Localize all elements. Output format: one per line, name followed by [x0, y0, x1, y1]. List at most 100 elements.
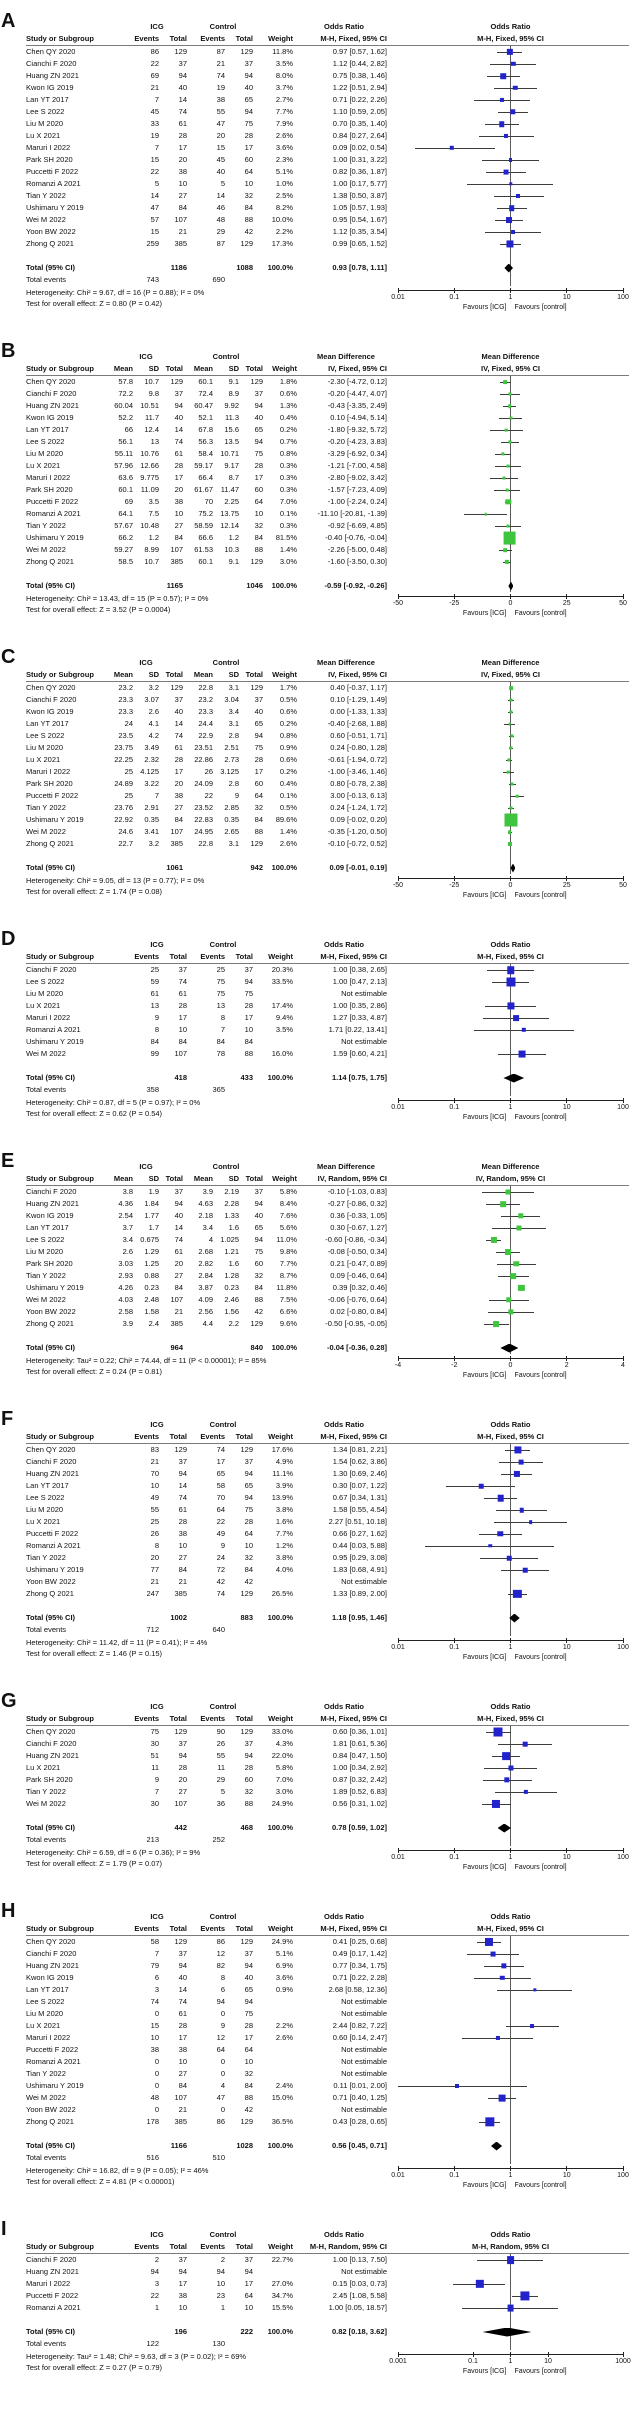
value-cell: 42 [244, 227, 253, 236]
value-cell: 1.21 [224, 1247, 239, 1256]
value-cell: 365 [212, 1085, 225, 1094]
value-cell [256, 1036, 296, 1048]
effect-marker [513, 1470, 520, 1478]
group1-header: ICG [139, 352, 153, 361]
value-cell: 0.1% [279, 791, 297, 800]
effect-marker [501, 1963, 507, 1969]
value-cell: 38 [174, 791, 183, 800]
total-row: Total (95% CI) 1002 883 100.0% 1.18 [0.95, 1… [26, 1612, 629, 1624]
group-header-row: ICG Control Mean Difference Mean Difference [26, 657, 629, 669]
study-row: Huang ZN 2021 79 94 82 94 6.9% 0.77 [0.34, 1.7… [26, 1960, 629, 1972]
panel-I: I ICG Control Odds Ratio Odds Ratio Study or … [0, 2214, 633, 2385]
effect-marker [508, 158, 513, 162]
effect-marker [513, 85, 518, 91]
value-cell: 3.1 [228, 839, 239, 848]
null-line [510, 1576, 511, 1588]
plot-effect-title: Odds Ratio [490, 1420, 531, 1429]
study-row: Liu M 2020 23.75 3.49 61 23.51 2.51 75 0.9% 0.24… [26, 742, 629, 754]
ci-plot-cell [392, 1774, 629, 1786]
value-cell: 10 [216, 2279, 225, 2288]
value-cell: 3.6% [275, 143, 293, 152]
value-cell: 23.52 [194, 803, 213, 812]
study-name: Ushimaru Y 2019 [26, 533, 84, 542]
effect-marker [507, 404, 512, 408]
spacer [26, 850, 392, 862]
ci-plot-cell [392, 1738, 629, 1750]
effect-marker [503, 169, 509, 175]
study-name: Lan YT 2017 [26, 1223, 69, 1232]
spacer [296, 2338, 392, 2350]
study-name: Wei M 2022 [26, 215, 66, 224]
group-header-row: ICG Control Odds Ratio Odds Ratio [26, 939, 629, 951]
value-cell: 4.2 [148, 731, 159, 740]
effect-marker [513, 1261, 520, 1267]
ci-plot-cell [392, 400, 629, 412]
axis: -4 -2 0 2 4 Favours [ICG] Favours [control] [392, 1355, 629, 1389]
value-cell: 3.5 [148, 497, 159, 506]
column-header: Mean [113, 1174, 133, 1183]
value-cell: 5 [220, 179, 225, 188]
value-cell: 37 [178, 965, 187, 974]
study-name: Cianchi F 2020 [26, 59, 77, 68]
value-cell [228, 2152, 256, 2164]
value-cell: 84 [150, 1037, 159, 1046]
value-cell: 84 [216, 1037, 225, 1046]
study-row: Ushimaru Y 2019 77 84 72 84 4.0% 1.83 [0.68, 4… [26, 1564, 629, 1576]
value-cell: 64 [254, 497, 263, 506]
study-row: Puccetti F 2022 25 7 38 22 9 64 0.1% 3.00 [-0.13… [26, 790, 629, 802]
ci-text: 0.77 [0.34, 1.75] [332, 1961, 387, 1970]
axis-tick-label: -25 [449, 600, 460, 607]
value-cell: 7.5% [279, 1295, 297, 1304]
effect-marker [509, 698, 513, 702]
study-name: Kwon IG 2019 [26, 707, 74, 716]
value-cell: 1.4% [279, 827, 297, 836]
total-events-row: Total events 122 130 [26, 2338, 629, 2350]
column-header: Total [235, 952, 253, 961]
method-header: M-H, Fixed, 95% CI [320, 952, 387, 961]
value-cell: 10.76 [140, 449, 159, 458]
study-name: Lan YT 2017 [26, 1985, 69, 1994]
value-cell: 40 [254, 707, 263, 716]
value-cell: 59.17 [194, 461, 213, 470]
value-cell: 37 [244, 2255, 253, 2264]
value-cell: 75 [244, 989, 253, 998]
spacer-row [26, 1810, 629, 1822]
value-cell: 82 [216, 1961, 225, 1970]
ci-text: Not estimable [341, 2069, 387, 2078]
value-cell: 11.09 [140, 485, 159, 494]
axis-tick [453, 2166, 455, 2171]
value-cell: 129 [174, 1937, 187, 1946]
study-row: Lee S 2022 59 74 75 94 33.5% 1.00 [0.47, 2.13] [26, 976, 629, 988]
value-cell: 690 [212, 275, 225, 284]
value-cell: 129 [174, 47, 187, 56]
study-name: Zhong Q 2021 [26, 1319, 74, 1328]
ci-text: 1.30 [0.69, 2.46] [332, 1469, 387, 1478]
ci-text: 1.89 [0.52, 6.83] [332, 1787, 387, 1796]
group1-header: ICG [150, 2230, 164, 2239]
value-cell: 47 [216, 2093, 225, 2102]
ci-text: 0.10 [-4.94, 5.14] [330, 413, 387, 422]
favours-left-label: Favours [ICG] [462, 610, 507, 617]
spacer [26, 1810, 392, 1822]
study-row: Tian Y 2022 2.93 0.88 27 2.84 1.28 32 8.7% 0.09 … [26, 1270, 629, 1282]
study-name: Puccetti F 2022 [26, 2291, 79, 2300]
spacer-row [26, 250, 629, 262]
plot-effect-title: Odds Ratio [490, 2230, 531, 2239]
effect-marker [506, 464, 510, 468]
ci-text: 1.54 [0.62, 3.86] [332, 1457, 387, 1466]
null-line [510, 2044, 511, 2056]
study-name: Zhong Q 2021 [26, 557, 74, 566]
value-cell: 13.5 [224, 437, 239, 446]
value-cell: 107 [170, 1295, 183, 1304]
study-name: Puccetti F 2022 [26, 167, 79, 176]
value-cell: 0.2% [279, 425, 297, 434]
value-cell: 8.4% [279, 1199, 297, 1208]
effect-marker [506, 48, 513, 56]
column-header: Mean [193, 670, 213, 679]
ci-text: 1.05 [0.57, 1.93] [332, 203, 387, 212]
effect-marker [528, 1520, 533, 1524]
value-cell: 7.9% [275, 119, 293, 128]
effect-marker [517, 1213, 524, 1219]
axis-tick [510, 1638, 511, 1643]
value-cell: 17 [178, 1013, 187, 1022]
